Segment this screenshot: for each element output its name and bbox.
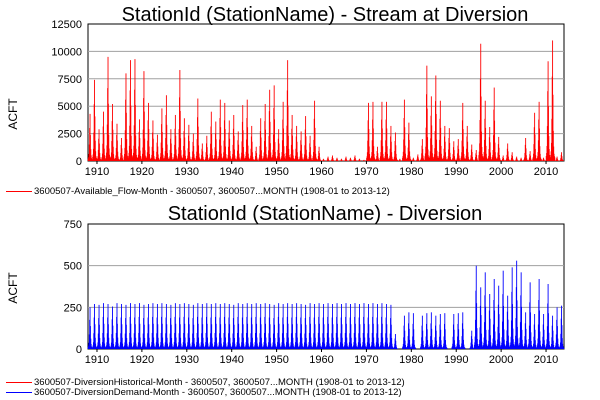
- chart-title-diversion: StationId (StationName) - Diversion: [167, 203, 483, 225]
- plot-stream-at-diversion: 0 2500 5000 7500 10000 12500 1910 1920 1930 1940…: [51, 19, 565, 178]
- y-tick-label: 2500: [58, 129, 82, 141]
- legend-item-available-flow: 3600507-Available_Flow-Month - 3600507, …: [6, 186, 390, 197]
- y-tick-label: 7500: [58, 74, 82, 86]
- y-tick-label: 750: [64, 219, 82, 231]
- legend-swatch-red: [6, 381, 32, 383]
- x-tick-label: 2000: [489, 354, 513, 366]
- y-tick-label: 0: [76, 156, 82, 168]
- y-axis-2: 0 250 500 750: [64, 219, 82, 356]
- x-tick-label: 1990: [444, 354, 468, 366]
- y-tick-label: 250: [64, 302, 82, 314]
- x-tick-label: 1940: [219, 354, 243, 366]
- x-tick-label: 2000: [489, 166, 513, 178]
- x-tick-label: 2010: [534, 166, 558, 178]
- y-tick-label: 12500: [51, 19, 82, 31]
- x-tick-label: 1930: [175, 354, 199, 366]
- x-tick-label: 1910: [85, 166, 109, 178]
- x-tick-label: 1980: [399, 166, 423, 178]
- chart-title-stream: StationId (StationName) - Stream at Dive…: [121, 4, 529, 26]
- y-tick-label: 5000: [58, 101, 82, 113]
- y-tick-label: 500: [64, 261, 82, 273]
- bars-available-flow: [87, 40, 565, 161]
- bars-diversion-demand: [87, 260, 565, 349]
- x-tick-label: 1960: [309, 354, 333, 366]
- plot-area-1: [87, 23, 565, 162]
- x-tick-label: 1920: [130, 354, 154, 366]
- x-tick-label: 2010: [534, 354, 558, 366]
- x-tick-label: 1930: [175, 166, 199, 178]
- x-tick-label: 1920: [130, 166, 154, 178]
- x-tick-label: 1980: [399, 354, 423, 366]
- x-tick-label: 1940: [219, 166, 243, 178]
- x-tick-label: 1950: [264, 354, 288, 366]
- y-tick-label: 0: [76, 344, 82, 356]
- legend-swatch-red: [6, 190, 32, 192]
- x-tick-label: 1960: [309, 166, 333, 178]
- y-tick-label: 10000: [51, 46, 82, 58]
- y-axis-1: 0 2500 5000 7500 10000 12500: [51, 19, 82, 168]
- x-axis-2: 1910 1920 1930 1940 1950 1960 1970 1980 1990 2000…: [85, 349, 558, 366]
- x-axis-1: 1910 1920 1930 1940 1950 1960 1970 1980 1990 2000…: [85, 161, 558, 178]
- legend-item-diversion-historical: 3600507-DiversionHistorical-Month - 3600…: [6, 377, 405, 388]
- x-tick-label: 1990: [444, 166, 468, 178]
- legend-label: 3600507-DiversionDemand-Month - 3600507,…: [34, 387, 402, 398]
- x-tick-label: 1950: [264, 166, 288, 178]
- y-axis-label-1: ACFT: [6, 98, 20, 130]
- plot-area-2: [87, 223, 565, 350]
- y-axis-label-2: ACFT: [6, 272, 20, 304]
- legend-label: 3600507-Available_Flow-Month - 3600507, …: [34, 186, 390, 197]
- legend-item-diversion-demand: 3600507-DiversionDemand-Month - 3600507,…: [6, 387, 402, 398]
- x-tick-label: 1970: [354, 166, 378, 178]
- legend-label: 3600507-DiversionHistorical-Month - 3600…: [34, 377, 405, 388]
- x-tick-label: 1970: [354, 354, 378, 366]
- x-tick-label: 1910: [85, 354, 109, 366]
- legend-swatch-blue: [6, 391, 32, 393]
